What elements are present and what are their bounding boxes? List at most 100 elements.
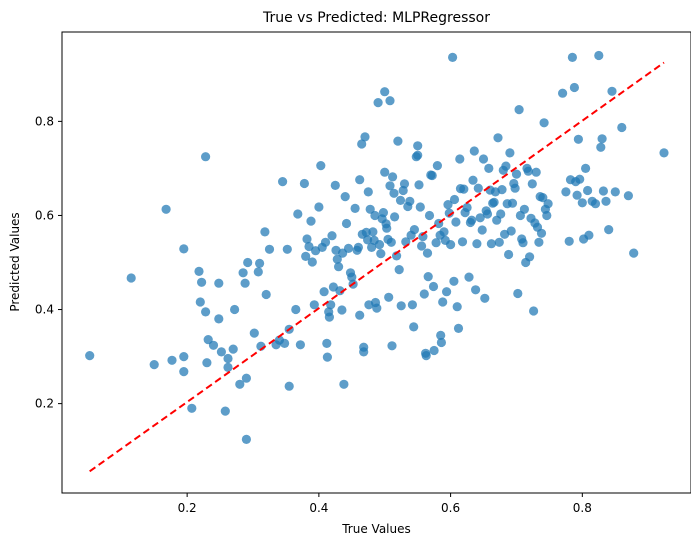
- data-point: [179, 352, 189, 362]
- data-point: [590, 199, 601, 209]
- data-point: [449, 276, 459, 286]
- data-point: [306, 216, 316, 226]
- x-tick-label: 0.8: [573, 501, 592, 515]
- data-point: [427, 170, 437, 181]
- x-tick-label: 0.4: [309, 501, 328, 515]
- data-point: [419, 289, 429, 299]
- data-point: [429, 345, 439, 356]
- data-point: [607, 86, 617, 96]
- data-point: [284, 381, 294, 391]
- data-point: [240, 278, 250, 288]
- data-point: [327, 231, 337, 241]
- data-point: [583, 185, 593, 196]
- data-point: [659, 148, 669, 158]
- data-point: [494, 237, 504, 247]
- data-point: [380, 87, 390, 97]
- data-point: [451, 217, 461, 227]
- data-point: [422, 248, 433, 258]
- data-point: [467, 215, 477, 225]
- data-point: [399, 179, 410, 189]
- data-point: [417, 241, 427, 251]
- data-point: [497, 185, 507, 195]
- data-point: [393, 136, 403, 146]
- data-point: [126, 273, 136, 283]
- data-point: [261, 289, 271, 300]
- data-point: [482, 209, 493, 219]
- data-point: [464, 272, 474, 282]
- data-point: [228, 344, 238, 354]
- y-axis-label: Predicted Values: [8, 212, 22, 311]
- data-point: [519, 204, 530, 214]
- data-point: [561, 187, 571, 197]
- data-point: [322, 338, 332, 348]
- data-point: [378, 208, 388, 218]
- data-point: [475, 213, 485, 223]
- data-point: [480, 293, 490, 303]
- reference-line-layer: [89, 61, 665, 473]
- data-point: [396, 301, 406, 311]
- data-point: [484, 163, 494, 173]
- data-point: [238, 268, 248, 278]
- data-point: [220, 406, 230, 416]
- data-point: [241, 373, 251, 383]
- data-point: [282, 244, 292, 254]
- data-point: [359, 347, 369, 357]
- data-point: [216, 347, 226, 357]
- data-point: [339, 379, 349, 389]
- data-point: [597, 134, 607, 144]
- data-point: [409, 322, 419, 332]
- data-point: [214, 278, 224, 288]
- data-point: [201, 307, 211, 317]
- data-point: [534, 237, 544, 247]
- data-point: [353, 242, 363, 252]
- data-point: [394, 265, 404, 275]
- data-point: [360, 132, 370, 142]
- data-point: [357, 139, 367, 149]
- data-point: [567, 52, 578, 63]
- data-point: [355, 175, 365, 185]
- data-point: [280, 338, 290, 348]
- data-point: [457, 237, 468, 247]
- data-point: [179, 367, 189, 377]
- data-point: [505, 148, 515, 158]
- data-point: [428, 281, 439, 292]
- data-point: [424, 210, 435, 221]
- data-point: [340, 192, 350, 202]
- data-point: [335, 286, 345, 296]
- data-point: [241, 434, 251, 444]
- data-point: [496, 209, 506, 219]
- data-point: [413, 150, 423, 160]
- data-point: [395, 195, 406, 205]
- data-point: [384, 292, 394, 302]
- y-tick-label: 0.4: [35, 303, 54, 317]
- reference-line: [89, 61, 665, 473]
- data-point: [347, 272, 357, 282]
- data-point: [161, 204, 171, 214]
- plot-area-frame: [61, 31, 691, 494]
- data-point: [343, 243, 354, 253]
- data-point: [260, 227, 270, 237]
- data-point: [623, 191, 634, 201]
- data-point: [320, 237, 331, 247]
- data-point: [510, 183, 520, 193]
- data-point: [536, 228, 547, 238]
- data-point: [385, 96, 395, 106]
- data-point: [493, 133, 503, 143]
- data-point: [235, 379, 245, 389]
- data-point: [449, 194, 460, 205]
- data-point: [486, 239, 496, 249]
- data-point: [462, 202, 472, 213]
- data-point: [527, 179, 537, 189]
- data-point: [202, 358, 212, 368]
- data-point: [355, 310, 365, 320]
- x-axis-ticks: 0.2 0.4 0.6 0.8: [178, 493, 592, 515]
- data-point: [361, 227, 371, 237]
- data-point: [444, 208, 454, 218]
- data-point: [350, 203, 360, 213]
- data-point: [472, 239, 482, 249]
- data-point: [319, 287, 329, 297]
- data-point: [293, 209, 303, 219]
- data-point: [538, 193, 548, 203]
- data-point: [577, 198, 587, 208]
- data-point: [573, 134, 584, 144]
